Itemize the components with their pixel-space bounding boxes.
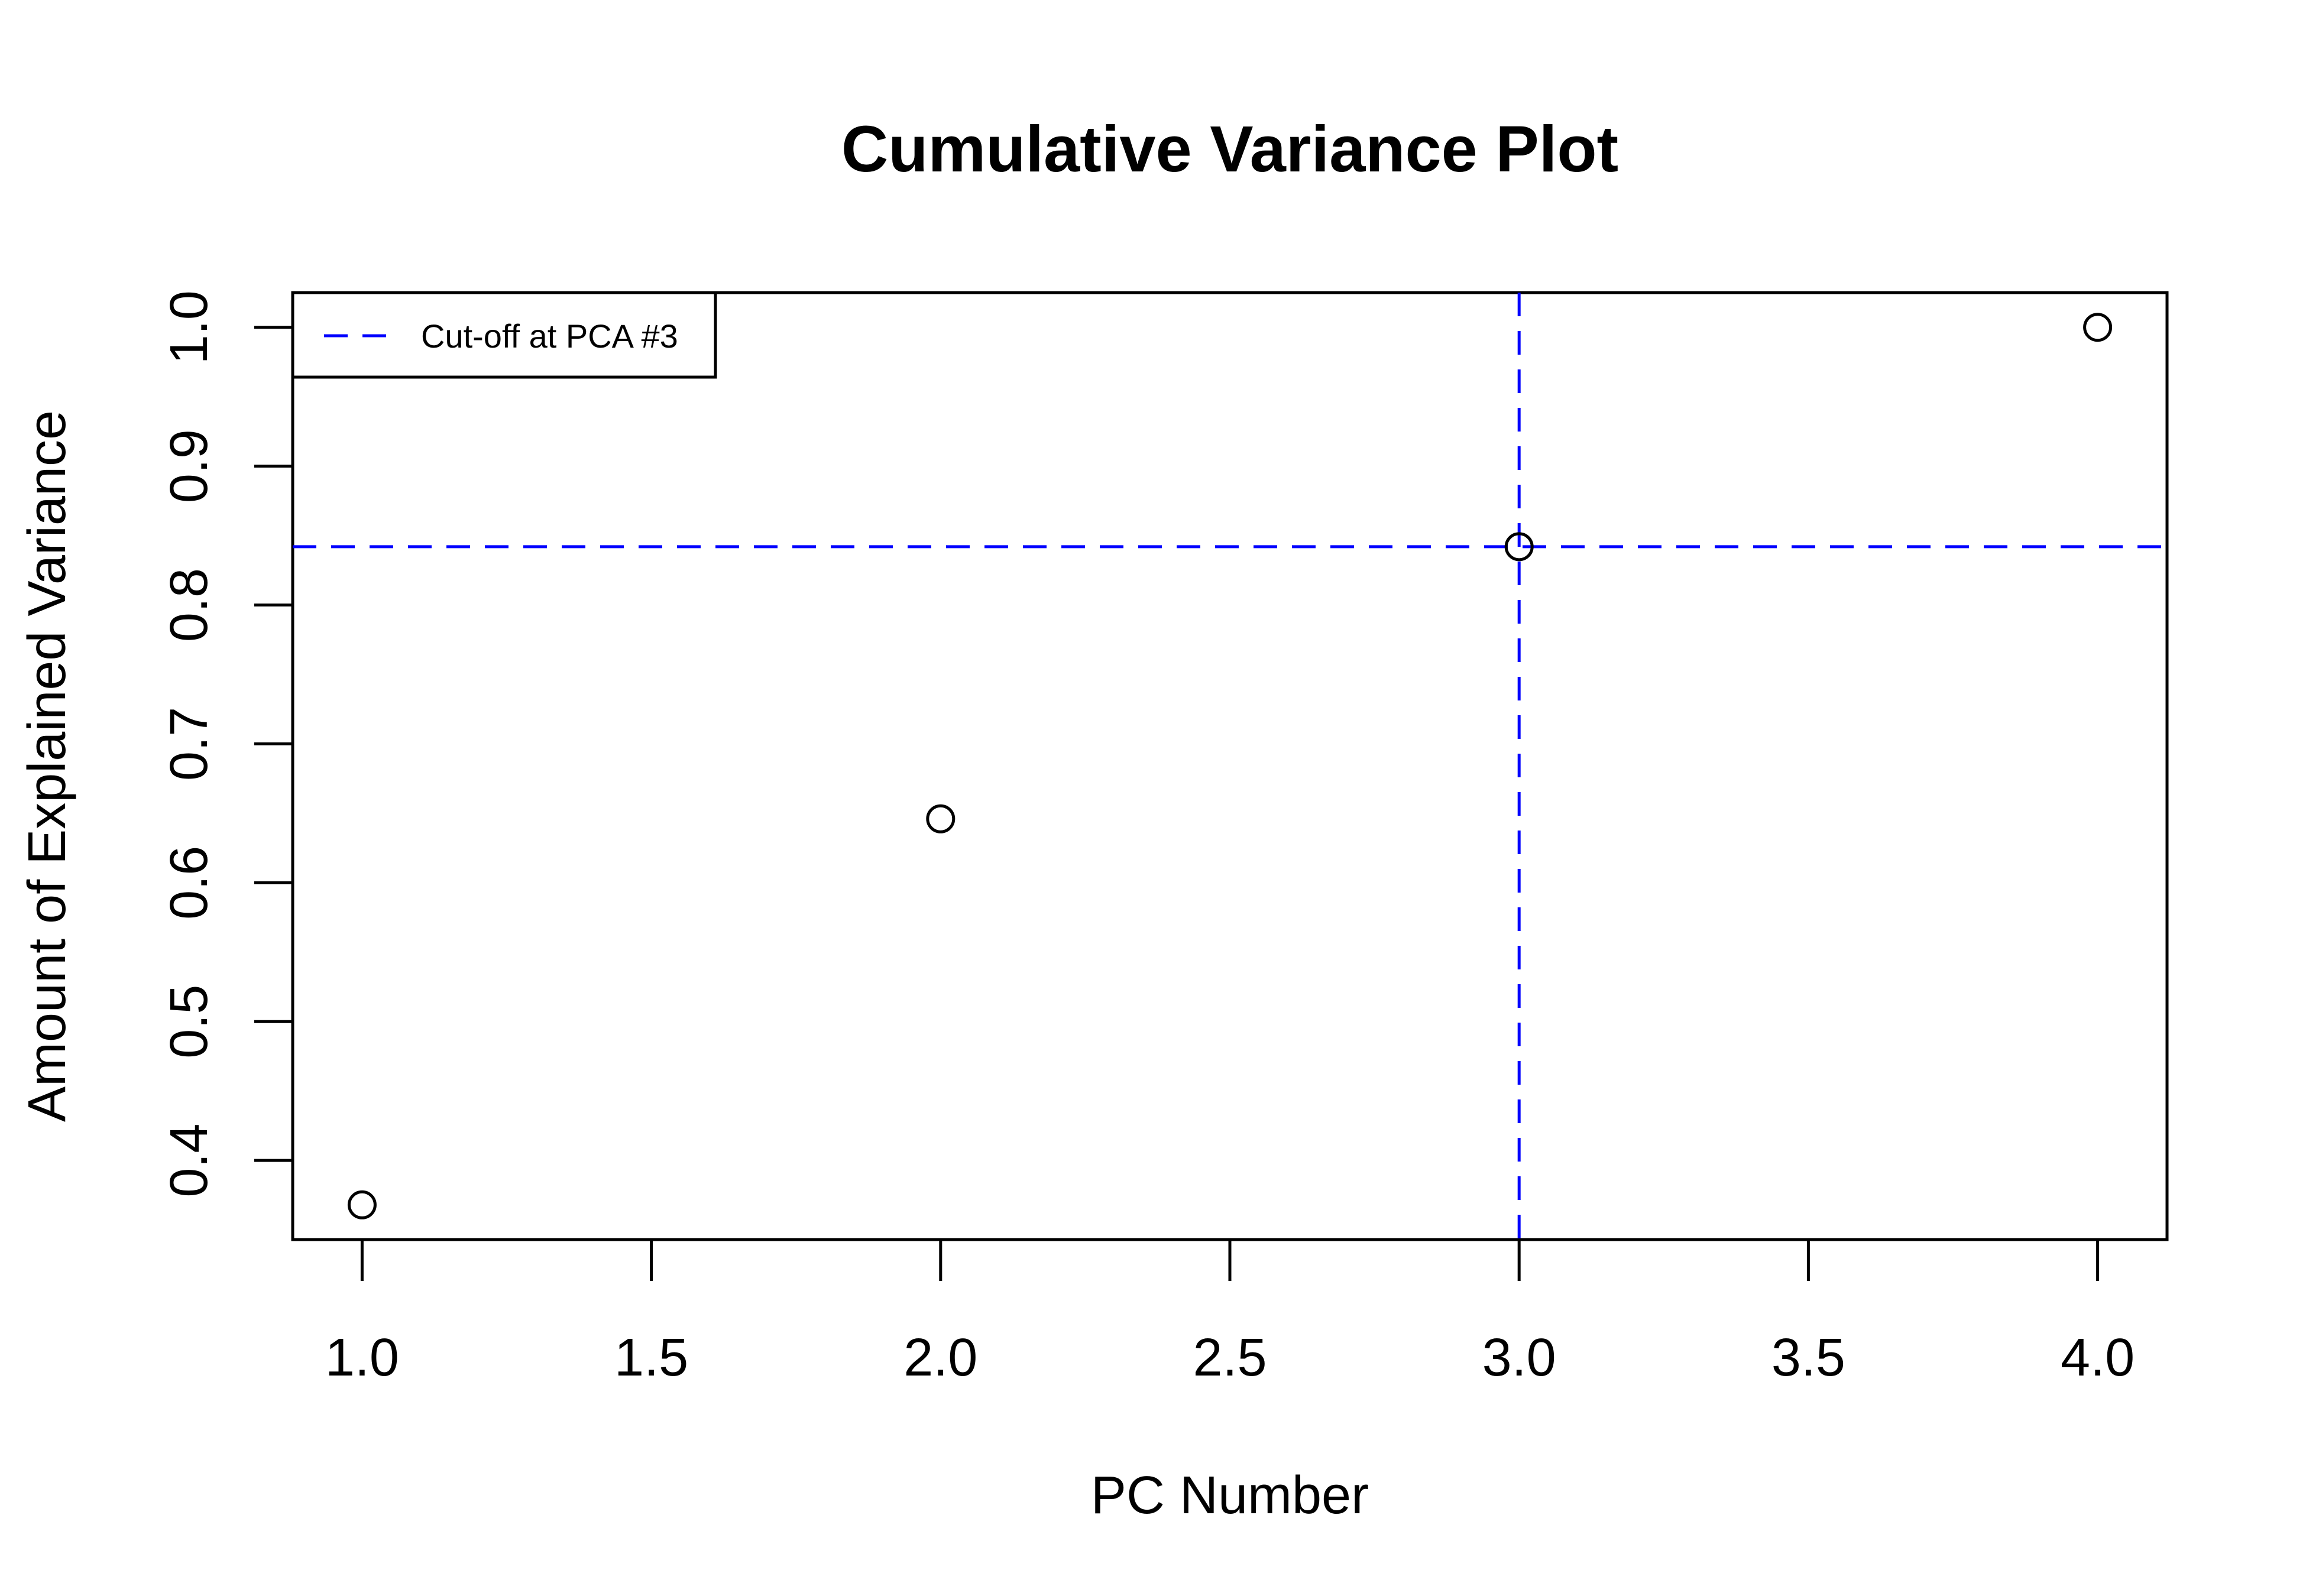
chart-title: Cumulative Variance Plot xyxy=(841,113,1618,186)
y-tick-label: 1.0 xyxy=(160,290,219,364)
x-tick-label: 1.5 xyxy=(614,1328,688,1387)
legend-label: Cut-off at PCA #3 xyxy=(421,317,678,355)
x-tick-label: 2.0 xyxy=(903,1328,977,1387)
y-tick-label: 0.5 xyxy=(160,985,219,1059)
legend: Cut-off at PCA #3 xyxy=(293,293,715,377)
x-tick-label: 4.0 xyxy=(2061,1328,2135,1387)
y-axis-label: Amount of Explained Variance xyxy=(18,410,77,1122)
y-tick-label: 0.9 xyxy=(160,429,219,503)
x-tick-label: 3.5 xyxy=(1771,1328,1845,1387)
y-tick-label: 0.8 xyxy=(160,568,219,642)
x-axis-label: PC Number xyxy=(1091,1466,1369,1525)
x-tick-label: 3.0 xyxy=(1482,1328,1556,1387)
x-tick-label: 1.0 xyxy=(325,1328,399,1387)
data-point xyxy=(928,806,954,832)
y-tick-label: 0.7 xyxy=(160,707,219,781)
data-point xyxy=(2085,314,2111,340)
plot-frame xyxy=(293,293,2167,1240)
x-tick-label: 2.5 xyxy=(1193,1328,1267,1387)
x-axis: 1.0 1.5 2.0 2.5 3.0 3.5 4.0 xyxy=(325,1240,2135,1387)
data-point xyxy=(349,1192,375,1218)
y-tick-label: 0.6 xyxy=(160,846,219,920)
y-tick-label: 0.4 xyxy=(160,1124,219,1198)
data-points xyxy=(349,314,2110,1218)
y-axis: 0.4 0.5 0.6 0.7 0.8 0.9 1.0 xyxy=(160,290,293,1198)
